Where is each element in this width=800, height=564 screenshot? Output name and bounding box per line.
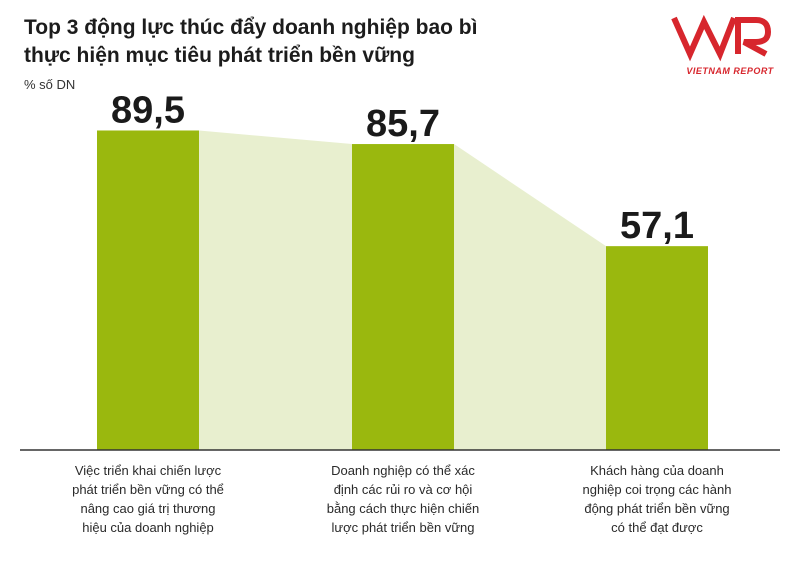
category-label-line: hiệu của doanh nghiệp bbox=[82, 520, 214, 535]
category-label-line: động phát triển bền vững bbox=[584, 501, 730, 516]
chart-title-line-1: Top 3 động lực thúc đẩy doanh nghiệp bao… bbox=[24, 16, 478, 39]
category-label-line: Việc triển khai chiến lược bbox=[74, 463, 222, 478]
category-label: Việc triển khai chiến lược phát triển bền… bbox=[48, 461, 248, 537]
category-label-line: nghiệp coi trọng các hành bbox=[582, 482, 732, 497]
category-label-line: Doanh nghiệp có thể xác bbox=[331, 463, 475, 478]
bar bbox=[606, 246, 708, 450]
category-label-line: lược phát triển bền vững bbox=[331, 520, 475, 535]
category-label-line: phát triển bền vững có thể bbox=[72, 482, 224, 497]
unit-label: % số DN bbox=[24, 77, 76, 92]
category-label-line: Khách hàng của doanh bbox=[590, 463, 724, 478]
bar bbox=[352, 144, 454, 450]
chart-title-line-2: thực hiện mục tiêu phát triển bền vững bbox=[24, 44, 415, 67]
category-label-line: định các rủi ro và cơ hội bbox=[333, 482, 473, 497]
category-label-line: có thể đạt được bbox=[611, 520, 703, 535]
connector-area bbox=[454, 144, 606, 450]
chart-title: Top 3 động lực thúc đẩy doanh nghiệp bao… bbox=[24, 14, 584, 70]
connector-area bbox=[199, 130, 352, 451]
category-label-line: nâng cao giá trị thương bbox=[80, 501, 216, 516]
value-label: 89,5 bbox=[111, 89, 185, 131]
category-label: Doanh nghiệp có thể xác định các rủi ro v… bbox=[303, 461, 503, 537]
value-label: 85,7 bbox=[366, 103, 440, 145]
category-label: Khách hàng của doanh nghiệp coi trọng các… bbox=[557, 461, 757, 537]
logo-text: VIETNAM REPORT bbox=[686, 66, 774, 76]
vietnam-report-logo: VIETNAM REPORT bbox=[671, 14, 774, 76]
value-label: 57,1 bbox=[620, 205, 694, 247]
category-label-line: bằng cách thực hiện chiến bbox=[326, 501, 480, 516]
bar bbox=[97, 130, 199, 451]
